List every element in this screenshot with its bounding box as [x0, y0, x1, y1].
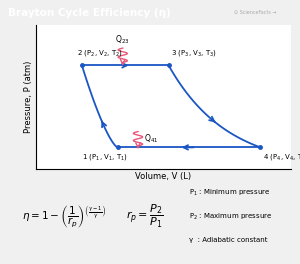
Text: ⊙ ScienceFacts →: ⊙ ScienceFacts → [234, 10, 276, 15]
Text: 1 (P$_1$, V$_1$, T$_1$): 1 (P$_1$, V$_1$, T$_1$) [82, 152, 128, 162]
Text: $\eta = 1 - \left(\dfrac{1}{r_p}\right)^{\left(\frac{\gamma-1}{\gamma}\right)}$: $\eta = 1 - \left(\dfrac{1}{r_p}\right)^… [22, 203, 107, 230]
Text: P$_2$ : Maximum pressure: P$_2$ : Maximum pressure [189, 211, 272, 221]
Text: Brayton Cycle Efficiency (η): Brayton Cycle Efficiency (η) [8, 8, 171, 17]
Text: Q$_{23}$: Q$_{23}$ [116, 33, 130, 46]
Text: Q$_{41}$: Q$_{41}$ [144, 133, 158, 145]
Text: 4 (P$_4$, V$_4$, T$_4$): 4 (P$_4$, V$_4$, T$_4$) [263, 152, 300, 162]
Text: 2 (P$_2$, V$_2$, T$_2$): 2 (P$_2$, V$_2$, T$_2$) [77, 48, 123, 58]
Text: 3 (P$_3$, V$_3$, T$_3$): 3 (P$_3$, V$_3$, T$_3$) [171, 48, 217, 58]
Text: γ  : Adiabatic constant: γ : Adiabatic constant [189, 237, 268, 243]
Text: $r_p = \dfrac{P_2}{P_1}$: $r_p = \dfrac{P_2}{P_1}$ [126, 203, 164, 230]
Text: P$_1$ : Minimum pressure: P$_1$ : Minimum pressure [189, 188, 270, 198]
X-axis label: Volume, V (L): Volume, V (L) [135, 172, 192, 181]
Y-axis label: Pressure, P (atm): Pressure, P (atm) [24, 61, 33, 133]
